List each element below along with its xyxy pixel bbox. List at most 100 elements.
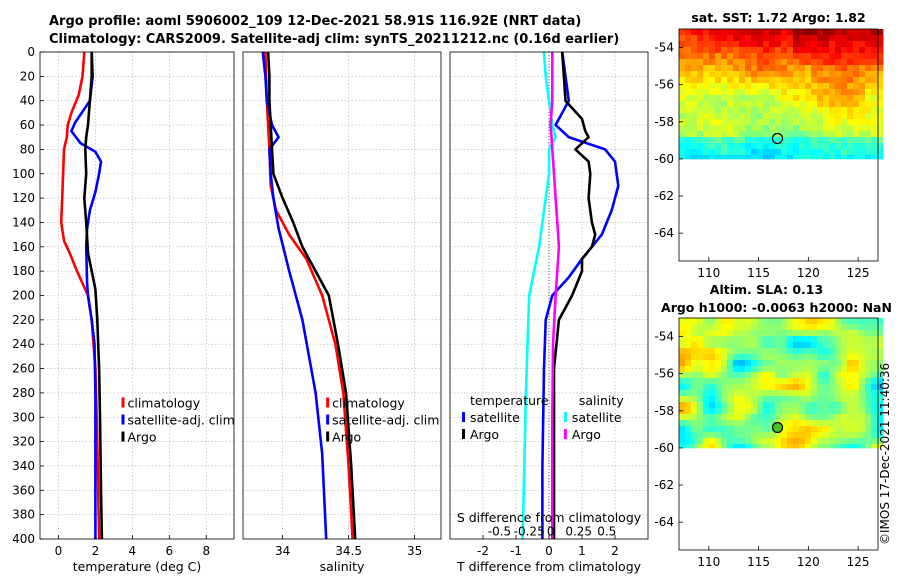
- map-cell: [721, 47, 728, 54]
- map-cell: [811, 372, 818, 379]
- map-cell: [835, 342, 842, 349]
- map-cell: [733, 336, 740, 343]
- map-cell: [697, 384, 704, 391]
- map-cell: [865, 438, 872, 445]
- map-cell: [811, 438, 818, 445]
- map-cell: [829, 342, 836, 349]
- map-cell: [865, 432, 872, 439]
- map-cell: [757, 420, 764, 427]
- map-cell: [685, 414, 692, 421]
- y-tick-label: -56: [654, 78, 674, 92]
- map-cell: [745, 47, 752, 54]
- map-cell: [871, 372, 878, 379]
- map-cell: [829, 95, 836, 102]
- map-cell: [691, 426, 698, 433]
- map-cell: [745, 384, 752, 391]
- map-cell: [781, 414, 788, 421]
- map-cell: [739, 65, 746, 72]
- map-cell: [739, 131, 746, 138]
- map-cell: [799, 390, 806, 397]
- map-cell: [841, 372, 848, 379]
- map-cell: [793, 95, 800, 102]
- map-cell: [799, 119, 806, 126]
- map-cell: [829, 35, 836, 42]
- map-cell: [793, 149, 800, 156]
- map-cell: [859, 432, 866, 439]
- series-line-satellite-adj-clim: [70, 51, 103, 539]
- map-cell: [805, 137, 812, 144]
- map-cell: [739, 77, 746, 84]
- map-cell: [763, 384, 770, 391]
- map-cell: [745, 432, 752, 439]
- map-cell: [817, 366, 824, 373]
- map-cell: [715, 330, 722, 337]
- map-cell: [841, 402, 848, 409]
- map-cell: [709, 137, 716, 144]
- map-cell: [859, 420, 866, 427]
- map-cell: [727, 324, 734, 331]
- map-cell: [703, 101, 710, 108]
- map-cell: [781, 113, 788, 120]
- map-cell: [811, 47, 818, 54]
- map-cell: [751, 336, 758, 343]
- map-cell: [805, 426, 812, 433]
- map-cell: [763, 330, 770, 337]
- map-cell: [811, 360, 818, 367]
- y-tick-label: 380: [12, 508, 35, 522]
- map-cell: [859, 366, 866, 373]
- map-cell: [745, 137, 752, 144]
- map-cell: [865, 336, 872, 343]
- map-cell: [769, 41, 776, 48]
- map-cell: [757, 53, 764, 60]
- map-cell: [859, 378, 866, 385]
- map-cell: [691, 65, 698, 72]
- map-cell: [739, 366, 746, 373]
- map-cell: [751, 35, 758, 42]
- series-line-argo: [266, 51, 357, 540]
- map-cell: [697, 29, 704, 36]
- map-cell: [871, 95, 878, 102]
- map-cell: [781, 149, 788, 156]
- map-cell: [793, 348, 800, 355]
- map-cell: [697, 35, 704, 42]
- map-cell: [877, 41, 884, 48]
- map-cell: [733, 348, 740, 355]
- map-cell: [811, 426, 818, 433]
- map-cell: [787, 89, 794, 96]
- x-axis-label: salinity: [320, 559, 365, 574]
- map-cell: [811, 41, 818, 48]
- map-cell: [805, 77, 812, 84]
- y-tick-label: 140: [12, 215, 35, 229]
- map-cell: [877, 414, 884, 421]
- map-cell: [769, 324, 776, 331]
- map-cell: [757, 384, 764, 391]
- map-cell: [733, 438, 740, 445]
- map-cell: [739, 137, 746, 144]
- map-cell: [859, 41, 866, 48]
- map-cell: [859, 119, 866, 126]
- map-cell: [757, 101, 764, 108]
- map-cell: [715, 149, 722, 156]
- map-cell: [871, 89, 878, 96]
- map-cell: [865, 35, 872, 42]
- map-cell: [871, 77, 878, 84]
- map-cell: [805, 348, 812, 355]
- map-cell: [817, 360, 824, 367]
- map-cell: [847, 77, 854, 84]
- map-cell: [859, 53, 866, 60]
- map-cell: [709, 372, 716, 379]
- map-cell: [709, 342, 716, 349]
- map-cell: [805, 119, 812, 126]
- map-cell: [823, 77, 830, 84]
- map-cell: [727, 131, 734, 138]
- map-cell: [787, 426, 794, 433]
- map-cells: [679, 318, 884, 449]
- map-cell: [835, 65, 842, 72]
- map-cell: [847, 354, 854, 361]
- map-cell: [805, 354, 812, 361]
- map-cell: [751, 384, 758, 391]
- map-cell: [733, 41, 740, 48]
- map-cell: [817, 131, 824, 138]
- map-cell: [811, 65, 818, 72]
- map-cell: [733, 354, 740, 361]
